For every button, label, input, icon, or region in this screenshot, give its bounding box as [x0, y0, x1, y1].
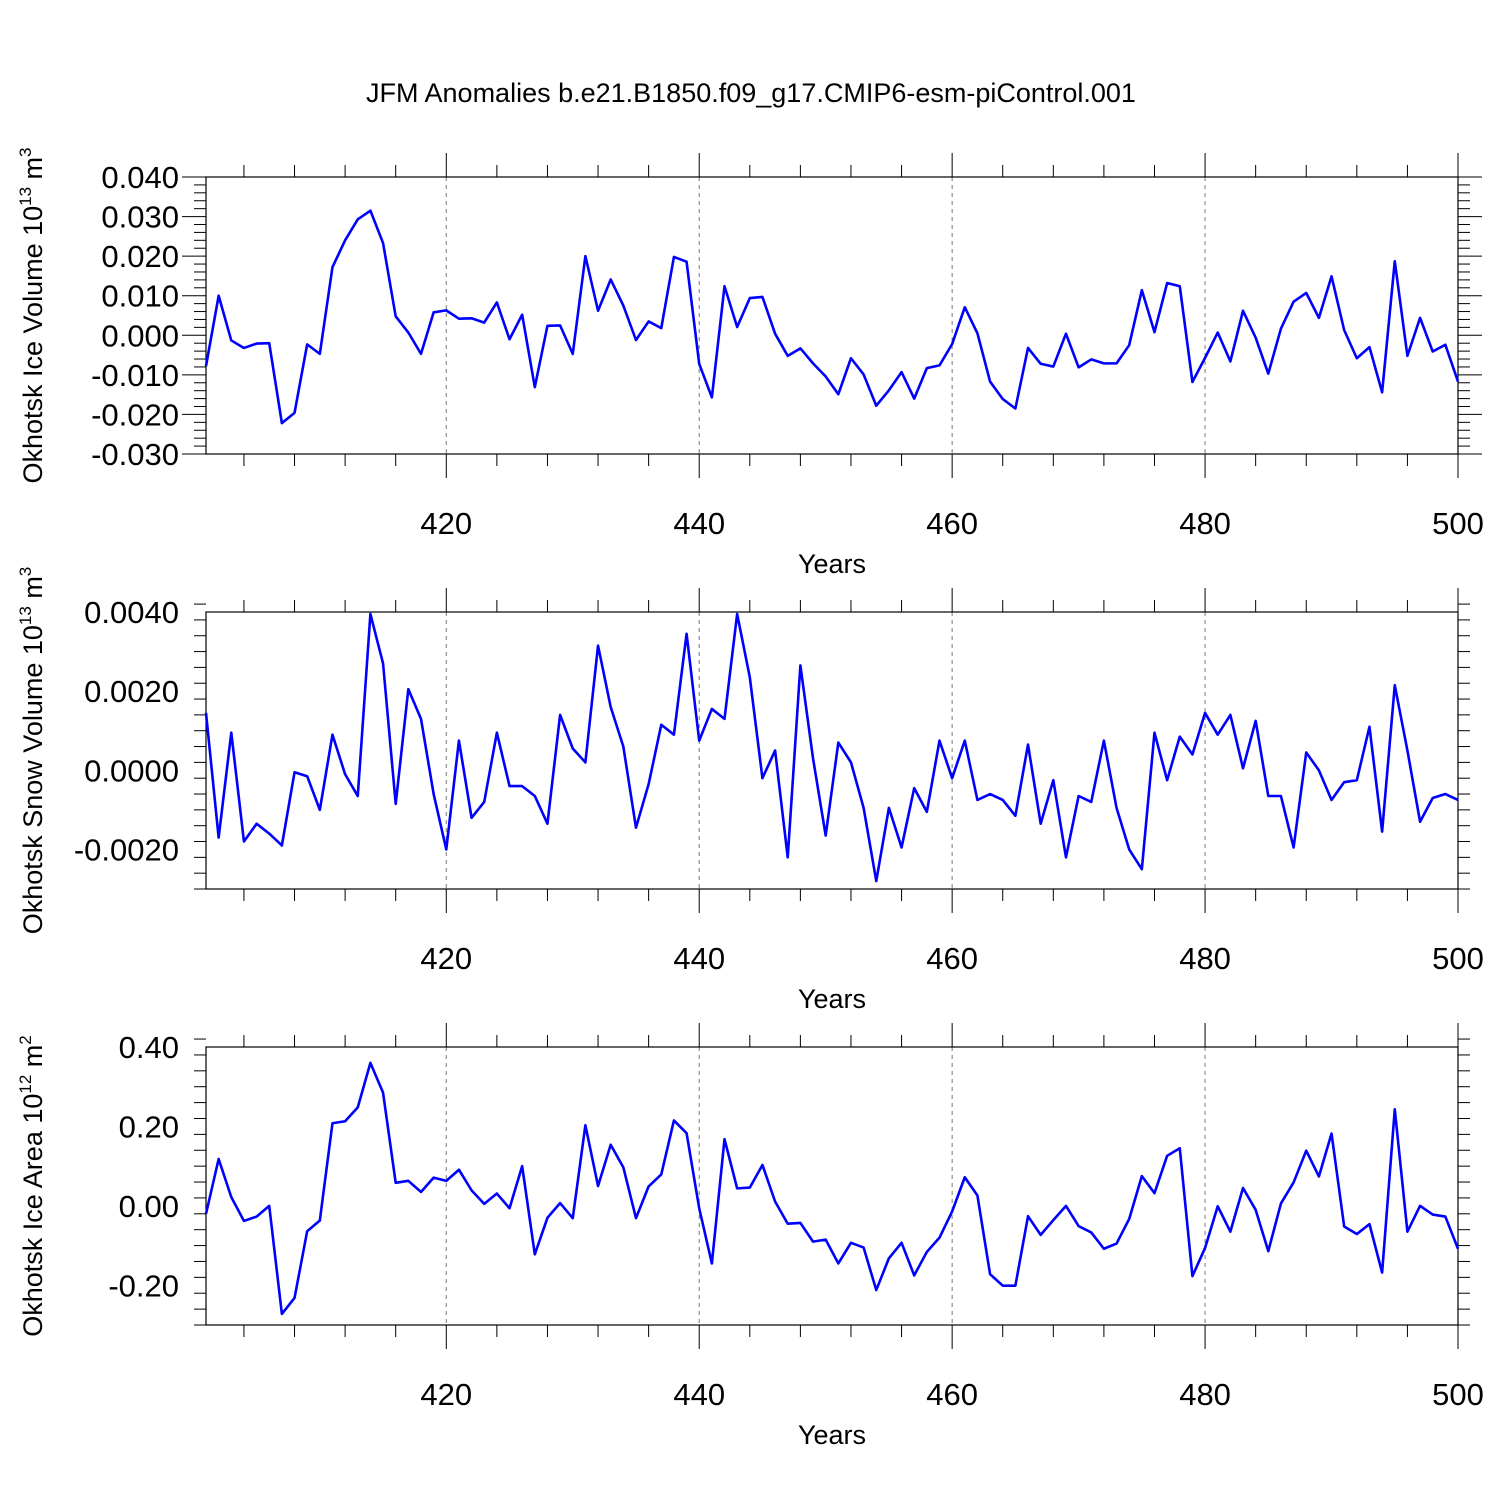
y-axis-label-text: Okhotsk Ice Area 10: [18, 1094, 48, 1337]
y-axis-label-exponent: 12: [16, 1075, 35, 1094]
x-tick-label: 460: [926, 941, 978, 976]
data-series-line: [204, 1061, 1460, 1316]
figure-title: JFM Anomalies b.e21.B1850.f09_g17.CMIP6-…: [366, 78, 1136, 108]
y-tick-label: 0.010: [101, 279, 179, 314]
y-axis-label-unit-exponent: 2: [16, 1035, 35, 1044]
y-tick-label: 0.20: [119, 1109, 179, 1144]
x-tick-label: 460: [926, 506, 978, 541]
x-tick-label: 500: [1432, 941, 1484, 976]
x-axis-label: Years: [798, 1420, 866, 1450]
y-axis-label-unit: m: [18, 576, 48, 606]
ice-area-panel: -0.20 0.00 0.20 0.40 420 440 460 480 500 Years Okh…: [16, 1023, 1484, 1450]
y-tick-label: -0.0020: [74, 832, 179, 867]
x-tick-label: 420: [420, 1377, 472, 1412]
y-tick-label: -0.20: [108, 1268, 179, 1303]
y-tick-label: 0.020: [101, 239, 179, 274]
y-axis-label-text: Okhotsk Snow Volume 10: [18, 625, 48, 934]
snow-volume-panel: -0.0020 0.0000 0.0020 0.0040 420 440 460 480 500…: [16, 567, 1484, 1014]
data-series-line: [204, 612, 1459, 883]
y-axis-label-unit-exponent: 3: [16, 147, 35, 156]
y-tick-label: 0.00: [119, 1189, 179, 1224]
y-axis-label-text: Okhotsk Ice Volume 10: [18, 206, 48, 484]
y-tick-label: 0.0020: [84, 674, 179, 709]
y-tick-label: 0.0000: [84, 753, 179, 788]
plot-frame: [205, 176, 1459, 455]
y-tick-label: 0.030: [101, 200, 179, 235]
plot-frame: [205, 1046, 1459, 1326]
y-axis-label: Okhotsk Ice Area 1012 m2: [16, 1035, 48, 1337]
x-tick-label: 420: [420, 506, 472, 541]
y-tick-label: 0.0040: [84, 595, 179, 630]
y-tick-label: 0.000: [101, 318, 179, 353]
x-axis-label: Years: [798, 549, 866, 579]
x-tick-label: 420: [420, 941, 472, 976]
x-tick-label: 500: [1432, 1377, 1484, 1412]
x-tick-label: 440: [673, 506, 725, 541]
data-series-line: [204, 209, 1460, 425]
y-axis-label-exponent: 13: [16, 606, 35, 625]
y-axis-label-unit: m: [18, 1045, 48, 1075]
x-tick-label: 500: [1432, 506, 1484, 541]
y-tick-label: -0.030: [91, 437, 179, 472]
y-axis-label-exponent: 13: [16, 187, 35, 206]
y-tick-label: 0.040: [101, 160, 179, 195]
y-axis-label-unit-exponent: 3: [16, 567, 35, 576]
x-tick-label: 480: [1179, 506, 1231, 541]
y-axis-label: Okhotsk Ice Volume 1013 m3: [16, 147, 48, 483]
x-tick-label: 440: [673, 1377, 725, 1412]
y-axis-label: Okhotsk Snow Volume 1013 m3: [16, 567, 48, 935]
x-axis-label: Years: [798, 984, 866, 1014]
x-tick-label: 480: [1179, 941, 1231, 976]
y-tick-label: 0.40: [119, 1030, 179, 1065]
x-tick-label: 440: [673, 941, 725, 976]
y-axis-label-unit: m: [18, 157, 48, 187]
y-tick-label: -0.010: [91, 358, 179, 393]
y-tick-label: -0.020: [91, 397, 179, 432]
x-tick-label: 460: [926, 1377, 978, 1412]
ice-volume-panel: -0.030 -0.020 -0.010 0.000 0.010 0.020 0.030 0.…: [16, 147, 1484, 579]
x-tick-label: 480: [1179, 1377, 1231, 1412]
plot-frame: [205, 611, 1459, 890]
